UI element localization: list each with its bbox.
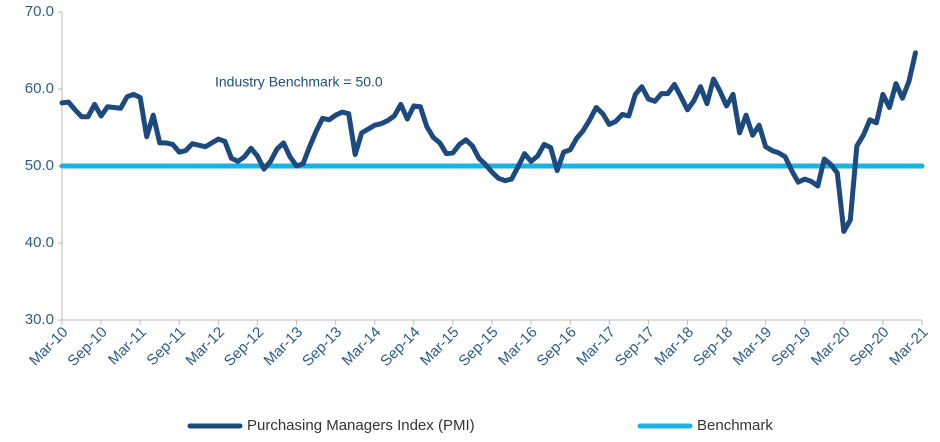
y-tick-label: 60.0 [25,80,54,97]
x-tick-label: Mar-11 [105,324,150,369]
x-tick-label: Mar-18 [651,324,697,370]
y-tick-label: 50.0 [25,157,54,174]
x-tick-label: Mar-17 [573,324,619,370]
x-tick-label: Sep-19 [768,324,814,370]
x-tick-label: Sep-15 [455,324,501,370]
series-line [59,50,918,234]
legend-label: Benchmark [697,417,773,434]
x-tick-label: Mar-13 [261,324,307,370]
x-tick-label: Sep-18 [690,324,736,370]
x-tick-label: Mar-19 [730,324,776,370]
x-tick-label: Mar-15 [417,324,463,370]
x-tick-label: Mar-12 [182,324,228,370]
x-tick-label: Sep-12 [221,324,267,370]
y-tick-label: 30.0 [25,311,54,328]
x-tick-label: Mar-16 [495,324,541,370]
x-tick-label: Sep-13 [299,324,345,370]
x-tick-label: Sep-14 [377,324,423,370]
y-tick-label: 40.0 [25,234,54,251]
x-tick-label: Sep-16 [534,324,580,370]
x-tick-label: Mar-14 [339,324,385,370]
x-tick-label: Sep-17 [612,324,658,370]
y-tick-label: 70.0 [25,3,54,20]
x-tick-label: Mar-20 [808,324,854,370]
x-tick-label: Mar-21 [886,324,932,370]
x-tick-label: Sep-11 [143,324,188,369]
x-tick-label: Mar-10 [26,324,72,370]
x-tick-label: Sep-10 [64,324,110,370]
x-tick-label: Sep-20 [846,324,892,370]
annotation: Industry Benchmark = 50.0 [215,74,383,90]
legend-label: Purchasing Managers Index (PMI) [247,417,475,434]
